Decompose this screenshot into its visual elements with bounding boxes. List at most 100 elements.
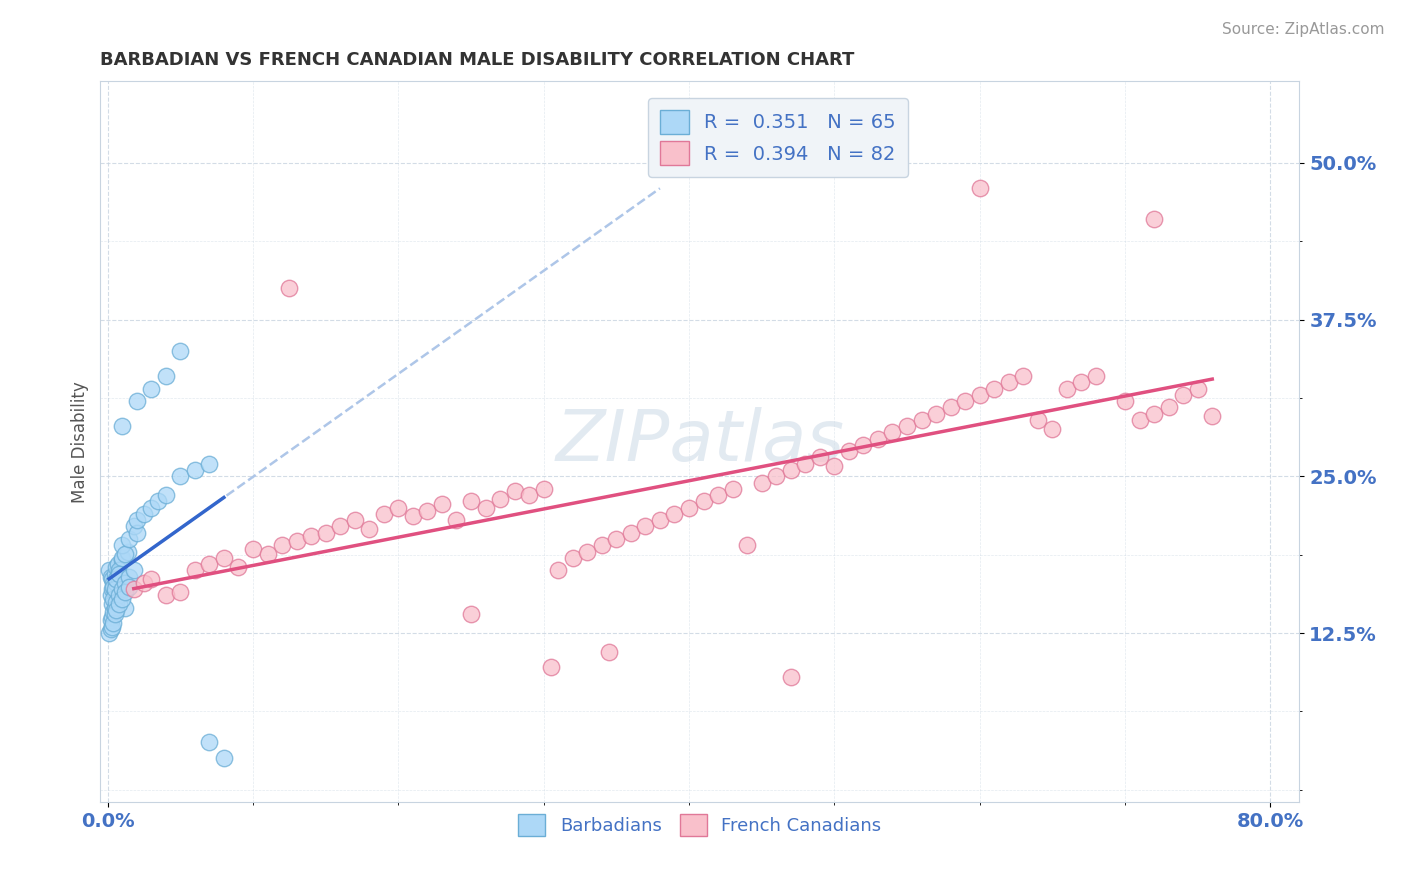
Point (108, 563, 131, 577)
Point (1070, 376, 1092, 390)
Point (111, 592, 134, 607)
Point (997, 376, 1019, 390)
Point (184, 463, 207, 477)
Point (148, 494, 170, 508)
Point (271, 538, 294, 552)
Point (141, 572, 163, 586)
Point (114, 547, 136, 561)
Point (132, 507, 155, 521)
Point (256, 547, 278, 561)
Point (117, 544, 139, 558)
Point (111, 553, 134, 567)
Point (285, 534, 308, 549)
Point (474, 500, 496, 515)
Point (460, 494, 482, 508)
Point (110, 571, 132, 585)
Point (735, 538, 758, 552)
Point (101, 582, 124, 596)
Point (103, 575, 125, 590)
Point (122, 563, 145, 577)
Point (122, 519, 145, 533)
Point (114, 575, 136, 590)
Point (503, 484, 526, 499)
Point (939, 401, 962, 415)
Point (692, 494, 714, 508)
Point (343, 513, 366, 527)
Point (108, 597, 131, 611)
Point (1012, 369, 1035, 384)
Point (751, 475, 773, 490)
Point (983, 382, 1005, 396)
Point (1143, 212, 1166, 227)
Point (100, 614, 122, 628)
Point (598, 645, 620, 659)
Point (101, 609, 124, 624)
Point (561, 550, 583, 565)
Point (1201, 409, 1223, 423)
Point (591, 538, 613, 552)
Point (125, 525, 148, 540)
Point (104, 567, 127, 582)
Point (278, 281, 301, 295)
Point (155, 488, 177, 502)
Point (198, 457, 221, 471)
Point (107, 569, 129, 583)
Point (108, 588, 131, 602)
Point (122, 582, 145, 596)
Point (118, 580, 141, 594)
Point (111, 538, 134, 552)
Point (105, 595, 128, 609)
Point (100, 588, 122, 602)
Point (896, 419, 918, 434)
Point (155, 369, 177, 384)
Point (1056, 382, 1078, 396)
Point (329, 519, 352, 533)
Point (707, 488, 730, 502)
Point (1085, 369, 1108, 384)
Point (1157, 401, 1180, 415)
Point (169, 343, 191, 358)
Point (103, 605, 125, 619)
Point (1143, 407, 1166, 421)
Point (315, 525, 337, 540)
Point (111, 550, 134, 565)
Point (446, 513, 468, 527)
Point (198, 735, 221, 749)
Point (416, 504, 439, 518)
Point (866, 432, 889, 446)
Point (212, 550, 235, 565)
Point (882, 425, 904, 440)
Point (105, 559, 128, 574)
Point (402, 509, 425, 524)
Point (1129, 413, 1152, 427)
Point (107, 557, 129, 571)
Point (169, 584, 191, 599)
Point (852, 438, 875, 452)
Y-axis label: Male Disability: Male Disability (72, 381, 89, 503)
Point (517, 488, 540, 502)
Text: Source: ZipAtlas.com: Source: ZipAtlas.com (1222, 22, 1385, 37)
Point (111, 582, 134, 596)
Point (953, 394, 976, 409)
Point (228, 559, 250, 574)
Point (765, 469, 787, 483)
Point (104, 582, 127, 596)
Point (103, 615, 125, 630)
Point (100, 622, 122, 636)
Point (108, 567, 131, 582)
Point (620, 525, 643, 540)
Point (1114, 394, 1136, 409)
Point (101, 620, 124, 634)
Point (155, 588, 177, 602)
Point (910, 413, 932, 427)
Point (114, 584, 136, 599)
Point (779, 463, 801, 477)
Point (1187, 382, 1209, 396)
Point (794, 457, 817, 471)
Point (648, 513, 671, 527)
Point (212, 751, 235, 765)
Point (969, 181, 991, 195)
Point (111, 419, 134, 434)
Point (103, 580, 125, 594)
Point (838, 444, 860, 458)
